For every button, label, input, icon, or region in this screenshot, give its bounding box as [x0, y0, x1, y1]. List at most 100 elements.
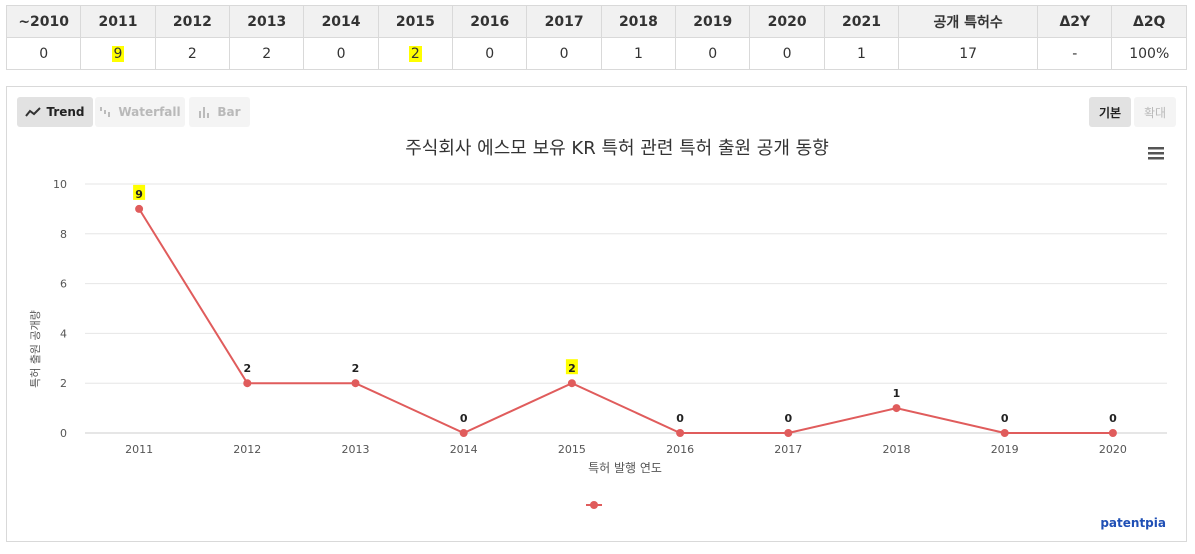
- basic-view-label: 기본: [1098, 105, 1122, 120]
- waterfall-tab[interactable]: Waterfall: [95, 97, 185, 127]
- y-tick-label: 6: [60, 278, 67, 291]
- table-value-cell: 1: [600, 37, 677, 70]
- data-point[interactable]: [784, 429, 793, 437]
- table-value: 2: [187, 45, 197, 62]
- table-value: 0: [485, 45, 495, 62]
- table-header-cell: Δ2Y: [1037, 5, 1113, 38]
- x-tick-label: 2012: [233, 443, 261, 456]
- table-header-cell: 공개 특허수: [898, 5, 1039, 38]
- table-value-cell: 100%: [1111, 37, 1187, 70]
- data-label: 2: [243, 362, 251, 375]
- x-tick-label: 2020: [1099, 443, 1127, 456]
- table-header-cell: 2014: [303, 5, 379, 38]
- data-point[interactable]: [459, 429, 468, 437]
- table-header-cell: Δ2Q: [1111, 5, 1187, 38]
- zoom-view-label: 확대: [1143, 105, 1167, 120]
- data-point[interactable]: [567, 379, 576, 388]
- table-value-cell: 1: [823, 37, 900, 70]
- data-point[interactable]: [1000, 429, 1009, 437]
- table-header-cell: 2019: [675, 5, 751, 38]
- hamburger-menu-icon[interactable]: [1148, 147, 1164, 160]
- x-tick-label: 2015: [558, 443, 586, 456]
- table-value: -: [1072, 45, 1078, 62]
- x-tick-label: 2019: [991, 443, 1019, 456]
- x-axis-ticks: 2011 2012 2013 2014 2015 2016 2017 2018 2019 2020: [125, 443, 1127, 456]
- table-value: 0: [336, 45, 346, 62]
- brand-logo: patentpia: [1100, 516, 1166, 530]
- table-value-cell: 2: [154, 37, 231, 70]
- y-axis-label: 특허 출원 공개량: [29, 310, 42, 388]
- y-axis-ticks: 0 2 4 6 8 10: [53, 178, 67, 440]
- chart-title: 주식회사 에스모 보유 KR 특허 관련 특허 출원 공개 동향: [405, 138, 829, 159]
- series-group: 9 2 2 0 2 0 0 1 0 0: [133, 184, 1117, 437]
- table-value: 17: [959, 45, 978, 62]
- table-value: 0: [39, 45, 49, 62]
- table-header-cell: 2017: [526, 5, 602, 38]
- data-point[interactable]: [243, 379, 252, 388]
- table-value: 2: [262, 45, 272, 62]
- table-value-cell: 0: [303, 37, 379, 70]
- bar-chart-icon: [199, 107, 210, 118]
- table-header-cell: 2011: [80, 5, 156, 38]
- basic-view-button[interactable]: 기본: [1089, 97, 1131, 127]
- table-value: 2: [408, 45, 422, 62]
- header-row: ~2010 2011 2012 2013 2014 2015 2016 2017 2018 201…: [5, 5, 1187, 38]
- table-value-cell: 0: [5, 37, 82, 70]
- table-value: 100%: [1129, 45, 1170, 62]
- table-header-cell: ~2010: [5, 5, 82, 38]
- chart-grid: [85, 183, 1167, 434]
- data-label: 2: [352, 362, 360, 375]
- bar-tab-label: Bar: [217, 105, 241, 119]
- x-tick-label: 2011: [125, 443, 153, 456]
- legend[interactable]: [586, 501, 602, 509]
- data-label: 0: [676, 412, 684, 425]
- data-label: 1: [893, 387, 901, 400]
- data-point[interactable]: [1108, 429, 1117, 437]
- table-value: 1: [633, 45, 643, 62]
- value-row: 0 9 2 2 0 2 0 0 1 0 0 1 17 - 100%: [5, 37, 1187, 70]
- table-header-cell: 2020: [749, 5, 825, 38]
- y-tick-label: 2: [60, 377, 67, 390]
- bar-tab[interactable]: Bar: [189, 97, 250, 127]
- data-point[interactable]: [135, 204, 144, 213]
- trend-tab[interactable]: Trend: [17, 97, 93, 127]
- data-point[interactable]: [676, 429, 685, 437]
- x-tick-label: 2017: [774, 443, 802, 456]
- data-point[interactable]: [351, 379, 360, 388]
- table-value-cell: 0: [452, 37, 528, 70]
- table-value-cell: -: [1037, 37, 1113, 70]
- waterfall-tab-label: Waterfall: [118, 105, 181, 119]
- table-value-cell: 2: [377, 37, 454, 70]
- x-tick-label: 2014: [450, 443, 478, 456]
- x-tick-label: 2016: [666, 443, 694, 456]
- series-line: [138, 208, 1113, 435]
- y-tick-label: 4: [60, 327, 67, 340]
- table-value: 9: [111, 45, 125, 62]
- table-header-cell: 2018: [600, 5, 677, 38]
- table-header-cell: 2013: [229, 5, 305, 38]
- table-header-cell: 2015: [377, 5, 454, 38]
- data-label: 2: [568, 362, 576, 375]
- table-value-cell: 0: [675, 37, 751, 70]
- y-tick-label: 8: [60, 228, 67, 241]
- table-header-cell: 2021: [823, 5, 900, 38]
- table-header-cell: 2016: [452, 5, 528, 38]
- table-value-cell: 17: [898, 37, 1039, 70]
- table-value-cell: 9: [80, 37, 156, 70]
- table-header-cell: 2012: [154, 5, 231, 38]
- data-label: 9: [135, 188, 143, 201]
- trend-line-icon: [25, 107, 42, 117]
- chart-panel: Trend Waterfall Bar 기본 확대 주식회사 에스모 보유 KR…: [6, 86, 1187, 542]
- x-tick-label: 2013: [342, 443, 370, 456]
- table-value: 0: [708, 45, 718, 62]
- trend-chart: 주식회사 에스모 보유 KR 특허 관련 특허 출원 공개 동향 0246810…: [29, 138, 1167, 509]
- x-tick-label: 2018: [883, 443, 911, 456]
- data-label: 0: [1109, 412, 1117, 425]
- x-axis-label: 특허 발행 연도: [588, 460, 662, 475]
- data-label-highlight: [565, 359, 578, 375]
- zoom-view-button[interactable]: 확대: [1134, 97, 1176, 127]
- data-label: 0: [784, 412, 792, 425]
- data-point[interactable]: [892, 404, 901, 413]
- trend-tab-label: Trend: [46, 105, 85, 119]
- table-value-cell: 0: [749, 37, 825, 70]
